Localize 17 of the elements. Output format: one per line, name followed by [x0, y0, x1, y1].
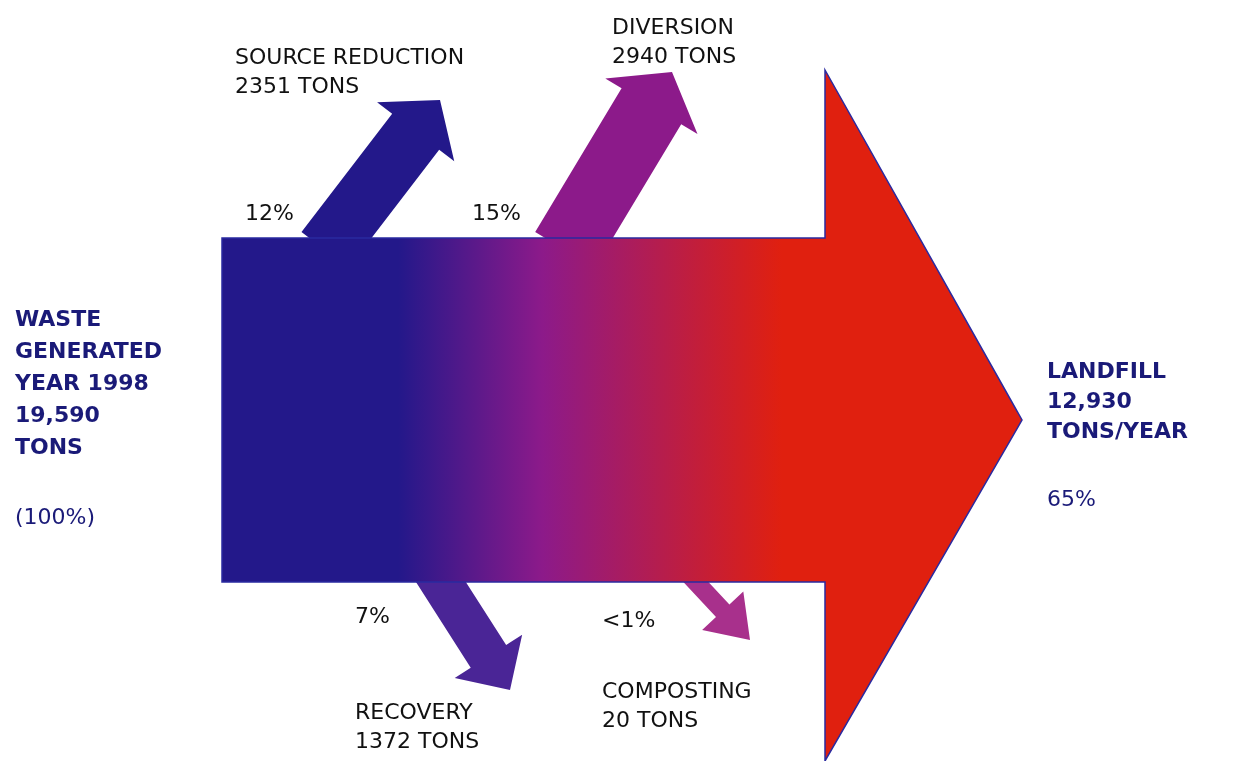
text: WASTE GENERATED YEAR 1998 19,590 TONS [14, 305, 163, 459]
text: 12% [245, 199, 294, 225]
data-label: 2351 TONS [235, 72, 360, 98]
data-label: 12,930 TONS/YEAR [1047, 387, 1188, 443]
category-label: SOURCE REDUCTION [235, 43, 465, 69]
text: 65% [1047, 485, 1096, 511]
text: <1% [602, 606, 656, 632]
data-label: 1372 TONS [355, 727, 480, 753]
category-label: COMPOSTING [602, 677, 752, 703]
category-label: LANDFILL [1047, 357, 1166, 383]
text: 7% [355, 602, 390, 628]
category-label: RECOVERY [355, 698, 474, 724]
data-label: 20 TONS [602, 706, 699, 732]
text: (100%) [15, 503, 96, 529]
data-label: 2940 TONS [612, 42, 737, 68]
category-label: DIVERSION [612, 13, 734, 39]
text: 15% [472, 199, 521, 225]
